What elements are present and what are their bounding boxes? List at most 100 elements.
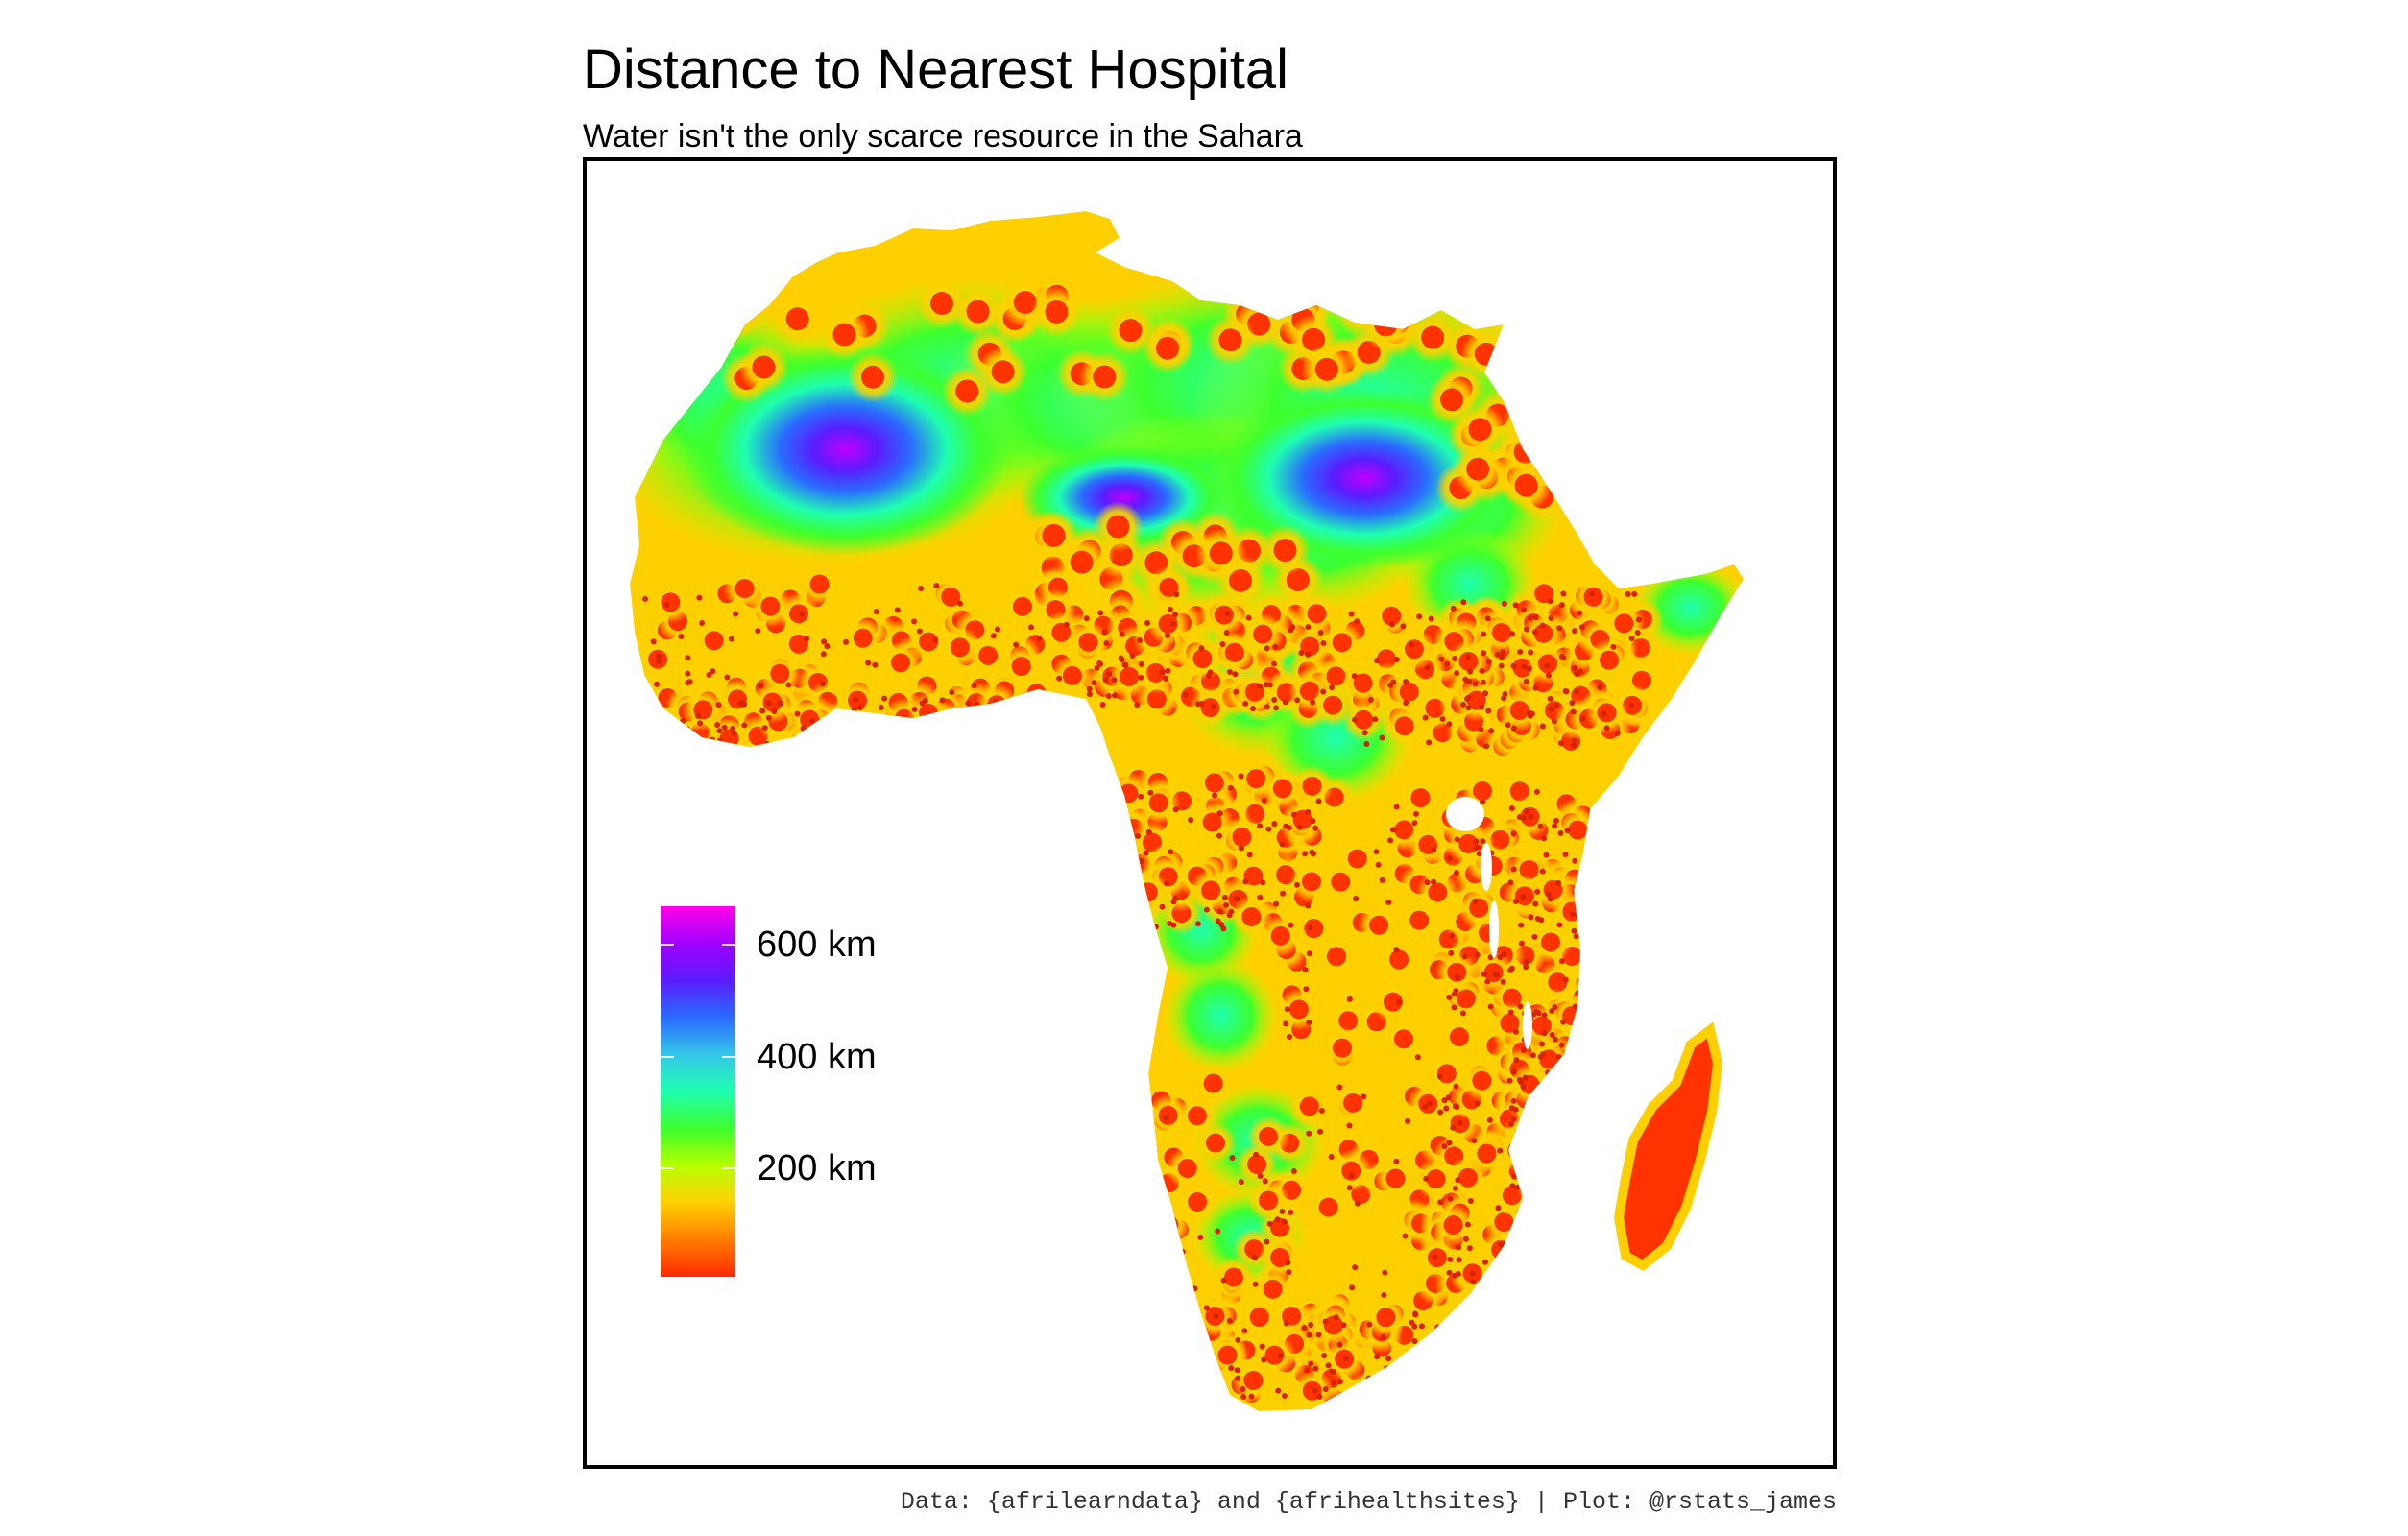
hospital-area [1120, 906, 1141, 926]
hospital-area [1380, 1382, 1400, 1403]
hospital-point [1455, 1177, 1461, 1184]
hospital-point [1513, 1057, 1520, 1064]
hospital-area [1326, 666, 1346, 686]
hospital-point [1577, 668, 1584, 675]
hospital-point [1570, 742, 1577, 749]
hospital-area [1387, 1371, 1408, 1391]
hospital-point [695, 712, 702, 719]
hospital-point [1517, 1003, 1524, 1010]
hospital-point [1252, 1281, 1259, 1287]
hospital-area [978, 645, 999, 665]
hospital-area [1045, 300, 1069, 324]
hospital-point [1422, 714, 1429, 721]
hospital-halo [1368, 1371, 1411, 1411]
hospital-point [1105, 693, 1112, 700]
hospital-point [1541, 1030, 1548, 1037]
hospital-point [759, 708, 766, 714]
hospital-point [918, 723, 925, 730]
hospital-point [1346, 996, 1353, 1002]
hospital-area [941, 587, 961, 607]
hospital-point [1275, 1387, 1282, 1394]
hospital-point [1516, 814, 1523, 821]
hospital-point [697, 720, 704, 727]
hospital-area [929, 726, 950, 746]
hospital-area [1385, 1168, 1406, 1188]
hospital-point [993, 699, 999, 706]
hospital-point [1272, 643, 1279, 650]
hospital-point [911, 706, 918, 712]
hospital-point [1555, 1182, 1562, 1188]
hospital-point [1226, 1317, 1233, 1324]
hospital-point [716, 728, 723, 734]
hospital-point [1380, 1333, 1386, 1340]
hospital-halo [855, 711, 899, 755]
hospital-area [1177, 1158, 1197, 1178]
hospital-point [696, 594, 703, 601]
hospital-area [832, 323, 856, 347]
hospital-area [1515, 1260, 1535, 1280]
hospital-area [1125, 900, 1145, 921]
hospital-area [760, 596, 781, 616]
hospital-area [1026, 684, 1047, 704]
hospital-point [1454, 1104, 1460, 1111]
hospital-point [1306, 1020, 1312, 1026]
hospital-point [1452, 655, 1458, 661]
far-zone [1163, 958, 1278, 1073]
hospital-area [752, 355, 776, 379]
hospital-point [1322, 1318, 1329, 1325]
hospital-point [1379, 734, 1385, 741]
hospital-area [1244, 1239, 1264, 1260]
hospital-point [894, 607, 901, 613]
hospital-point [1235, 1336, 1241, 1343]
hospital-area [1270, 925, 1290, 946]
hospital-point [1562, 687, 1569, 694]
hospital-area [1288, 999, 1309, 1020]
hospital-area [935, 717, 955, 737]
hospital-area [1121, 885, 1142, 905]
hospital-area [1399, 1363, 1419, 1383]
hospital-area [1509, 700, 1529, 720]
hospital-area [1540, 932, 1560, 952]
hospital-point [1552, 823, 1558, 829]
hospital-point [1320, 640, 1327, 647]
hospital-point [1138, 660, 1144, 667]
hospital-point [1331, 1380, 1337, 1387]
hospital-point [940, 740, 947, 747]
hospital-area [861, 365, 885, 389]
hospital-point [1547, 695, 1553, 702]
hospital-halo [1525, 1122, 1568, 1165]
hospital-point [1444, 660, 1451, 667]
hospital-point [1437, 1199, 1444, 1206]
hospital-area [1144, 1322, 1164, 1342]
hospital-halo [1526, 1125, 1569, 1168]
hospital-point [1526, 709, 1532, 716]
hospital-area [1560, 1259, 1580, 1279]
hospital-point [1450, 1124, 1457, 1131]
hospital-point [1533, 788, 1540, 795]
hospital-area [1500, 1013, 1520, 1033]
hospital-halo [1549, 1088, 1592, 1131]
hospital-point [1361, 1093, 1367, 1100]
hospital-halo [1558, 1166, 1601, 1210]
hospital-area [1599, 650, 1619, 670]
hospital-point [835, 712, 842, 719]
hospital-area [879, 736, 899, 756]
hospital-area [966, 300, 990, 324]
hospital-point [1207, 1384, 1214, 1391]
hospital-point [1426, 739, 1433, 746]
hospital-point [1301, 1325, 1308, 1332]
hospital-point [1228, 908, 1235, 915]
hospital-area [1522, 1144, 1542, 1164]
hospital-point [1497, 953, 1504, 960]
hospital-area [1517, 1119, 1537, 1140]
hospital-point [1086, 685, 1093, 692]
hospital-area [1556, 1228, 1577, 1248]
hospital-point [1573, 688, 1579, 695]
hospital-point [933, 583, 940, 589]
hospital-area [1394, 820, 1414, 840]
hospital-halo [831, 722, 875, 765]
hospital-halo [1529, 1093, 1573, 1137]
hospital-point [1412, 810, 1419, 817]
hospital-point [1143, 850, 1149, 856]
hospital-point [1581, 1039, 1588, 1045]
